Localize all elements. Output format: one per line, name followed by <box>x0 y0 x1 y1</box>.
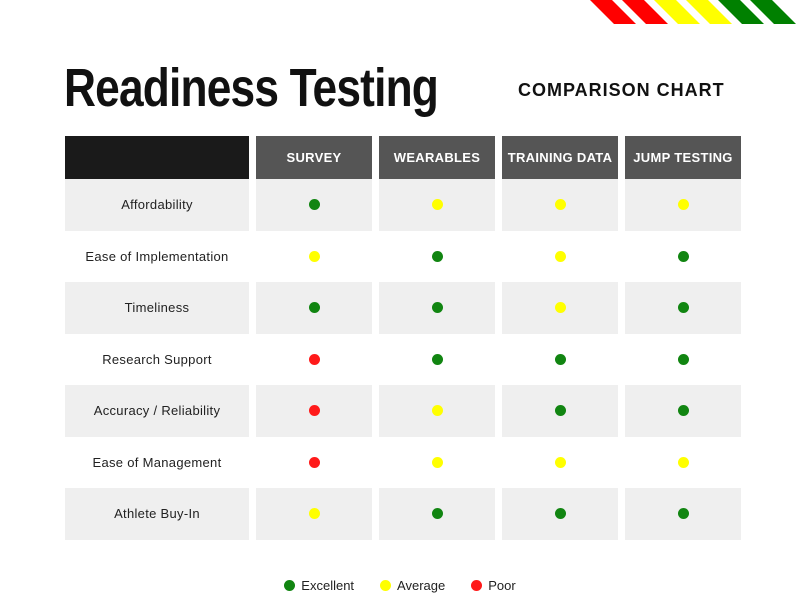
rating-cell <box>256 334 372 386</box>
rating-dot-average <box>677 199 689 211</box>
row-label: Athlete Buy-In <box>114 506 200 522</box>
rating-cell <box>256 231 372 283</box>
stripe-red-1 <box>590 0 636 24</box>
rating-dot-average <box>308 250 320 262</box>
comparison-table: SURVEY WEARABLES TRAINING DATA JUMP TESTING… <box>65 136 741 540</box>
row-label-cell: Research Support <box>65 334 249 386</box>
rating-cell <box>625 334 741 386</box>
rating-dot-average <box>677 456 689 468</box>
legend-item-poor: Poor <box>471 578 516 593</box>
rating-cell <box>502 385 618 437</box>
rating-cell <box>379 488 495 540</box>
legend: Excellent Average Poor <box>0 578 800 593</box>
rating-cell <box>625 179 741 231</box>
legend-item-excellent: Excellent <box>284 578 354 593</box>
rating-dot-excellent <box>431 353 443 365</box>
rating-cell <box>625 437 741 489</box>
rating-dot-excellent <box>677 302 689 314</box>
chart-title: Readiness Testing <box>64 58 439 118</box>
rating-cell <box>256 437 372 489</box>
legend-dot-poor <box>471 580 483 591</box>
rating-dot-excellent <box>431 302 443 314</box>
rating-cell <box>379 282 495 334</box>
legend-label: Average <box>397 578 446 593</box>
rating-cell <box>379 231 495 283</box>
rating-dot-average <box>431 456 443 468</box>
chart-subtitle: COMPARISON CHART <box>518 80 725 100</box>
row-label: Research Support <box>102 351 212 367</box>
rating-cell <box>379 334 495 386</box>
decorative-stripes <box>590 0 796 24</box>
rating-dot-excellent <box>308 199 320 211</box>
stripe-yellow-1 <box>654 0 700 24</box>
rating-cell <box>256 488 372 540</box>
rating-dot-excellent <box>677 250 689 262</box>
rating-cell <box>502 488 618 540</box>
row-label: Accuracy / Reliability <box>93 403 221 419</box>
rating-cell <box>502 282 618 334</box>
rating-cell <box>379 385 495 437</box>
rating-dot-average <box>554 199 566 211</box>
rating-dot-excellent <box>677 405 689 417</box>
rating-dot-excellent <box>677 353 689 365</box>
stripe-red-2 <box>622 0 668 24</box>
rating-dot-excellent <box>554 405 566 417</box>
rating-dot-average <box>554 456 566 468</box>
rating-cell <box>256 179 372 231</box>
rating-dot-average <box>308 508 320 520</box>
rating-dot-average <box>554 250 566 262</box>
rating-dot-excellent <box>431 508 443 520</box>
column-header: SURVEY <box>256 136 372 179</box>
row-label-cell: Timeliness <box>65 282 249 334</box>
stripe-green-1 <box>718 0 764 24</box>
row-label-cell: Ease of Implementation <box>65 231 249 283</box>
legend-label: Excellent <box>301 578 355 593</box>
rating-cell <box>625 488 741 540</box>
column-header: TRAINING DATA <box>502 136 618 179</box>
row-label-cell: Accuracy / Reliability <box>65 385 249 437</box>
rating-dot-average <box>431 199 443 211</box>
legend-dot-excellent <box>284 580 296 591</box>
legend-item-average: Average <box>380 578 445 593</box>
row-label: Timeliness <box>124 300 190 316</box>
rating-dot-average <box>554 302 566 314</box>
rating-dot-excellent <box>308 302 320 314</box>
row-label: Ease of Implementation <box>85 248 229 264</box>
row-label-cell: Ease of Management <box>65 437 249 489</box>
rating-cell <box>502 231 618 283</box>
rating-cell <box>256 385 372 437</box>
rating-dot-excellent <box>431 250 443 262</box>
header-corner <box>65 136 249 179</box>
rating-dot-excellent <box>677 508 689 520</box>
rating-cell <box>379 437 495 489</box>
rating-dot-average <box>431 405 443 417</box>
rating-cell <box>502 437 618 489</box>
rating-dot-poor <box>308 456 320 468</box>
legend-dot-average <box>380 580 392 591</box>
stripe-green-2 <box>750 0 796 24</box>
stripe-yellow-2 <box>686 0 732 24</box>
legend-label: Poor <box>488 578 516 593</box>
column-header: WEARABLES <box>379 136 495 179</box>
rating-cell <box>379 179 495 231</box>
row-label: Affordability <box>121 197 193 213</box>
row-label: Ease of Management <box>92 454 222 470</box>
row-label-cell: Athlete Buy-In <box>65 488 249 540</box>
rating-dot-poor <box>308 405 320 417</box>
rating-cell <box>256 282 372 334</box>
rating-cell <box>625 231 741 283</box>
column-header: JUMP TESTING <box>625 136 741 179</box>
rating-cell <box>502 179 618 231</box>
rating-dot-poor <box>308 353 320 365</box>
row-label-cell: Affordability <box>65 179 249 231</box>
rating-cell <box>502 334 618 386</box>
rating-cell <box>625 282 741 334</box>
rating-cell <box>625 385 741 437</box>
rating-dot-excellent <box>554 508 566 520</box>
rating-dot-excellent <box>554 353 566 365</box>
